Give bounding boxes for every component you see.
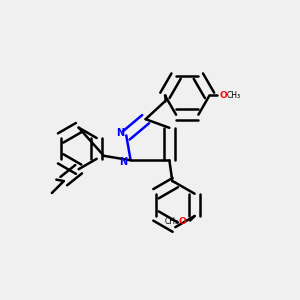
Text: CH₃: CH₃ — [226, 91, 241, 100]
Text: N: N — [116, 128, 124, 138]
Text: CH₃: CH₃ — [164, 218, 178, 226]
Text: O: O — [219, 91, 227, 100]
Text: N: N — [119, 157, 127, 167]
Text: O: O — [179, 218, 187, 226]
